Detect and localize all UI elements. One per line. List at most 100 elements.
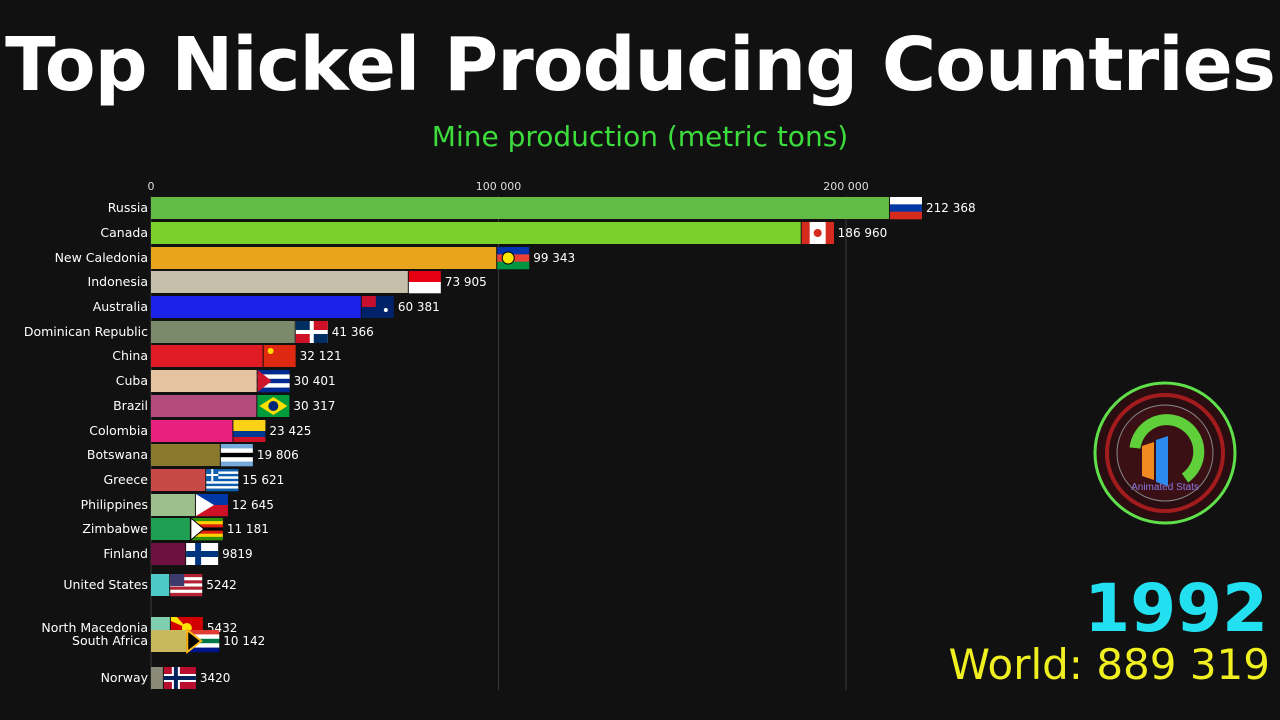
value-label: 10 142 bbox=[223, 634, 265, 648]
value-label: 32 121 bbox=[300, 349, 342, 363]
value-label: 12 645 bbox=[232, 498, 274, 512]
country-label: Brazil bbox=[113, 398, 148, 413]
bar-row: South Africa 10 142 bbox=[72, 627, 265, 655]
bar-row: Canada 186 960 bbox=[100, 222, 887, 244]
bar bbox=[151, 197, 889, 219]
country-label: Australia bbox=[93, 299, 148, 314]
value-label: 186 960 bbox=[838, 226, 888, 240]
value-label: 30 317 bbox=[293, 399, 335, 413]
world-value: 889 319 bbox=[1096, 640, 1270, 689]
colombia-flag-icon bbox=[233, 420, 266, 442]
bar bbox=[151, 469, 206, 491]
bar-row: Brazil 30 317 bbox=[113, 395, 335, 417]
country-label: South Africa bbox=[72, 633, 148, 648]
bar bbox=[151, 296, 361, 318]
bar bbox=[151, 247, 497, 269]
russia-flag-icon bbox=[889, 197, 922, 220]
usa-flag-icon bbox=[170, 574, 203, 597]
country-label: United States bbox=[63, 577, 148, 592]
bar-row: Colombia 23 425 bbox=[89, 420, 311, 442]
bar-row: United States 5242 bbox=[63, 574, 237, 597]
value-label: 60 381 bbox=[398, 300, 440, 314]
country-label: New Caledonia bbox=[55, 250, 148, 265]
bar bbox=[151, 321, 295, 343]
country-label: Cuba bbox=[116, 373, 148, 388]
value-label: 3420 bbox=[200, 671, 231, 685]
bar-row: Indonesia 73 905 bbox=[88, 271, 487, 294]
value-label: 30 401 bbox=[294, 374, 336, 388]
value-label: 41 366 bbox=[332, 325, 374, 339]
bar bbox=[151, 444, 220, 466]
bar bbox=[151, 370, 257, 392]
country-label: Greece bbox=[104, 472, 149, 487]
value-label: 73 905 bbox=[445, 275, 487, 289]
country-label: Colombia bbox=[89, 423, 148, 438]
bar-row: Greece 15 621 bbox=[104, 469, 284, 492]
indonesia-flag-icon bbox=[408, 271, 441, 294]
country-label: Indonesia bbox=[88, 274, 148, 289]
australia-flag-icon bbox=[361, 296, 394, 318]
chart-subtitle: Mine production (metric tons) bbox=[431, 120, 849, 153]
finland-flag-icon bbox=[186, 543, 219, 565]
new-caledonia-flag-icon bbox=[497, 247, 530, 270]
value-label: 15 621 bbox=[242, 473, 284, 487]
value-label: 23 425 bbox=[269, 424, 311, 438]
bar bbox=[151, 395, 257, 417]
country-label: Canada bbox=[100, 225, 148, 240]
greece-flag-icon bbox=[206, 469, 239, 492]
brazil-flag-icon bbox=[257, 395, 290, 417]
bar bbox=[151, 630, 187, 652]
bar-row: New Caledonia 99 343 bbox=[55, 247, 575, 270]
bar bbox=[151, 271, 408, 293]
bar bbox=[151, 494, 195, 516]
bar-row: Botswana 19 806 bbox=[87, 444, 299, 467]
chart-title: Top Nickel Producing Countries bbox=[5, 22, 1276, 108]
country-label: Finland bbox=[103, 546, 148, 561]
country-label: Norway bbox=[101, 670, 149, 685]
bar bbox=[151, 345, 263, 367]
bar bbox=[151, 222, 801, 244]
value-label: 212 368 bbox=[926, 201, 976, 215]
botswana-flag-icon bbox=[220, 444, 253, 467]
bar-row: Philippines 12 645 bbox=[81, 494, 274, 517]
country-label: China bbox=[112, 348, 148, 363]
logo-text: Animated Stats bbox=[1131, 482, 1199, 493]
bar bbox=[151, 667, 163, 689]
bar-row: Russia 212 368 bbox=[108, 197, 976, 220]
world-total: World: 889 319 bbox=[948, 640, 1270, 689]
bar-row: Dominican Republic 41 366 bbox=[24, 321, 374, 343]
bar-row: Finland 9819 bbox=[103, 543, 253, 565]
world-label: World: bbox=[948, 640, 1083, 689]
value-label: 5242 bbox=[206, 578, 237, 592]
bar bbox=[151, 574, 170, 596]
x-tick-label: 200 000 bbox=[823, 180, 869, 193]
bar-row: Cuba 30 401 bbox=[116, 370, 336, 393]
bar-row: Norway 3420 bbox=[101, 667, 231, 689]
country-label: Zimbabwe bbox=[82, 521, 148, 536]
x-tick-label: 0 bbox=[148, 180, 155, 193]
bar-row: Australia 60 381 bbox=[93, 296, 440, 318]
animated-stats-logo: Animated Stats bbox=[1093, 381, 1237, 525]
country-label: Botswana bbox=[87, 447, 148, 462]
country-label: North Macedonia bbox=[41, 620, 148, 635]
x-tick-label: 100 000 bbox=[476, 180, 522, 193]
country-label: Dominican Republic bbox=[24, 324, 148, 339]
year-label: 1992 bbox=[1084, 570, 1268, 647]
dominican-republic-flag-icon bbox=[295, 321, 328, 343]
canada-flag-icon bbox=[801, 222, 834, 244]
bar bbox=[151, 420, 233, 442]
country-label: Russia bbox=[108, 200, 148, 215]
bar bbox=[151, 543, 186, 565]
cuba-flag-icon bbox=[257, 370, 290, 393]
bar-row: Zimbabwe 11 181 bbox=[82, 516, 269, 542]
bar bbox=[151, 518, 190, 540]
value-label: 19 806 bbox=[257, 448, 299, 462]
bar-row: China 32 121 bbox=[112, 345, 342, 367]
china-flag-icon bbox=[263, 345, 296, 367]
philippines-flag-icon bbox=[195, 494, 228, 517]
value-label: 9819 bbox=[222, 547, 253, 561]
value-label: 99 343 bbox=[533, 251, 575, 265]
zimbabwe-flag-icon bbox=[190, 516, 223, 542]
value-label: 11 181 bbox=[227, 522, 269, 536]
